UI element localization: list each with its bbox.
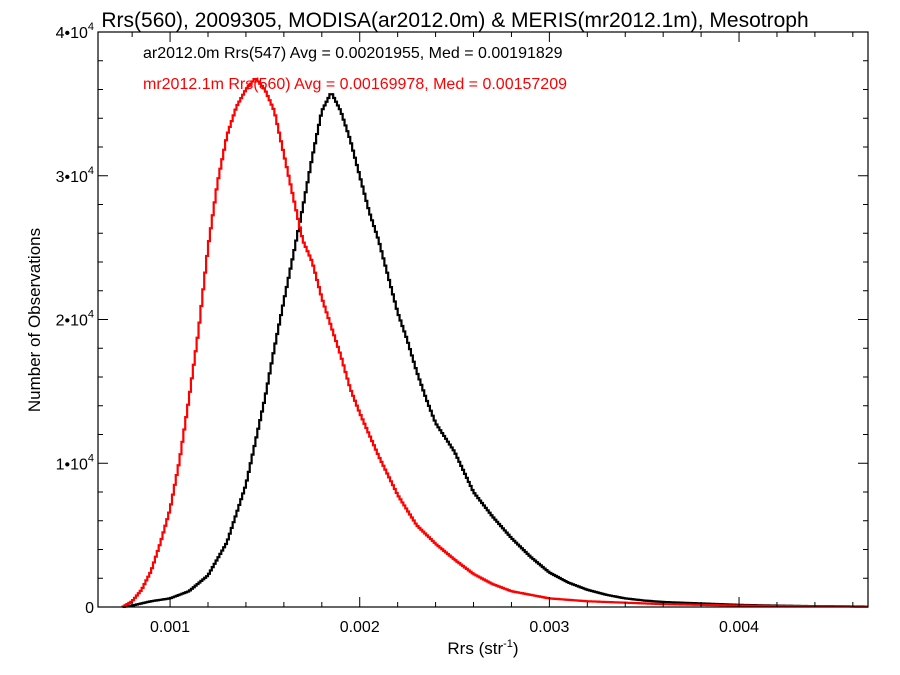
x-tick-label: 0.001 [150,619,190,636]
y-tick-label: 1•104 [56,452,94,473]
legend-entry-1: ar2012.0m Rrs(547) Avg = 0.00201955, Med… [143,45,563,62]
chart-title: Rrs(560), 2009305, MODISA(ar2012.0m) & M… [101,9,808,32]
y-tick-label: 4•104 [56,21,94,42]
legend: ar2012.0m Rrs(547) Avg = 0.00201955, Med… [143,45,567,93]
plot-frame [97,31,869,608]
x-tick-label: 0.004 [719,619,759,636]
y-axis-label: Number of Observations [25,228,44,412]
y-tick-label: 2•104 [56,309,94,330]
x-axis-label: Rrs (str-1) [447,638,518,658]
x-tick-label: 0.003 [529,619,569,636]
y-tick-label: 3•104 [56,165,94,186]
legend-entry-2: mr2012.1m Rrs(560) Avg = 0.00169978, Med… [143,76,567,93]
plot-area [121,78,868,608]
series-line-2 [121,78,868,608]
x-tick-label: 0.002 [340,619,380,636]
series-line-1 [121,93,868,608]
y-tick-label: 0 [85,600,94,617]
axes: 0.001 0.002 0.003 0.004 0 1•104 2•104 3•104 4•10… [56,21,869,636]
